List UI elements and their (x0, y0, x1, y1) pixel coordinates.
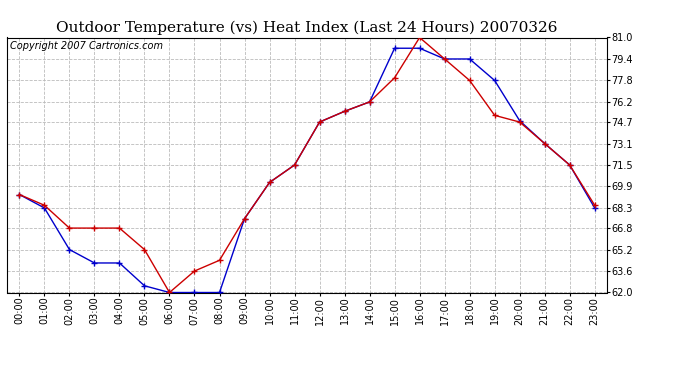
Title: Outdoor Temperature (vs) Heat Index (Last 24 Hours) 20070326: Outdoor Temperature (vs) Heat Index (Las… (57, 21, 558, 35)
Text: Copyright 2007 Cartronics.com: Copyright 2007 Cartronics.com (10, 41, 163, 51)
